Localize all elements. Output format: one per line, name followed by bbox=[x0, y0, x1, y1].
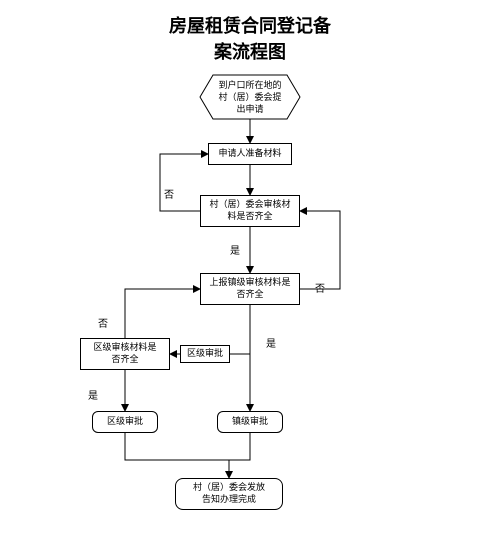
flowchart-canvas: { "title": { "line1": "房屋租赁合同登记备", "line… bbox=[0, 0, 500, 551]
edge-label-yes-2: 是 bbox=[266, 335, 276, 350]
node-district-branch-label: 区级审批 bbox=[180, 345, 230, 363]
node-prepare-materials: 申请人准备材料 bbox=[208, 143, 292, 165]
node-town-approve: 镇级审批 bbox=[217, 411, 283, 433]
page-title-line1: 房屋租赁合同登记备 bbox=[0, 12, 500, 38]
edge-label-no-1: 否 bbox=[164, 186, 174, 201]
node-town-review: 上报镇级审核材料是否齐全 bbox=[200, 273, 300, 305]
node-district-approve: 区级审批 bbox=[92, 411, 158, 433]
edge-label-yes-1: 是 bbox=[230, 242, 240, 257]
node-start: 到户口所在地的村（居）委会提出申请 bbox=[205, 78, 295, 118]
node-village-review: 村（居）委会审核材料是否齐全 bbox=[200, 195, 300, 227]
node-done: 村（居）委会发放告知办理完成 bbox=[175, 478, 283, 510]
edge-label-no-2: 否 bbox=[315, 280, 325, 295]
node-district-review: 区级审核材料是否齐全 bbox=[80, 338, 170, 370]
page-title-line2: 案流程图 bbox=[0, 38, 500, 64]
edge-label-yes-3: 是 bbox=[88, 387, 98, 402]
edge-label-no-3: 否 bbox=[98, 315, 108, 330]
